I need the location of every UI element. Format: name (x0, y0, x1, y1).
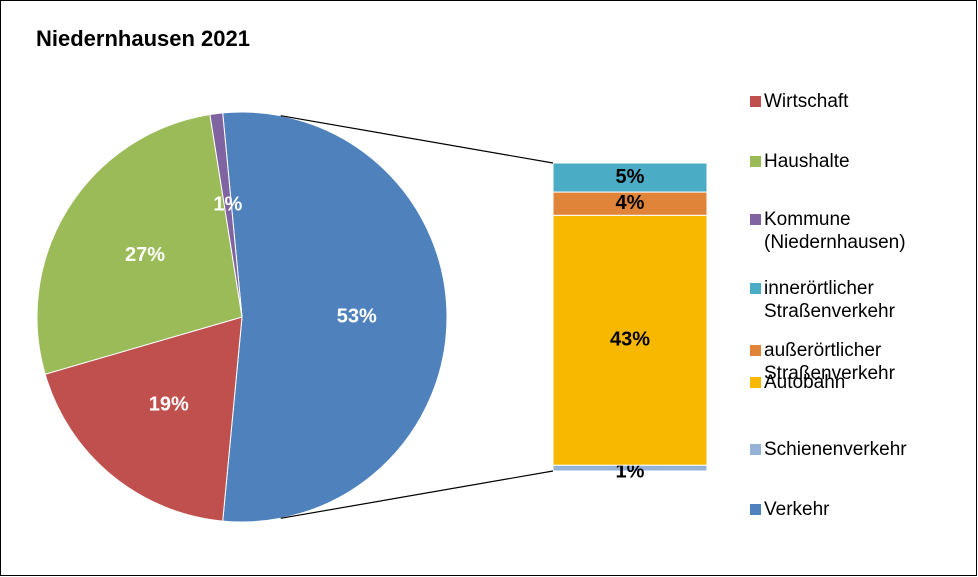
legend-swatch (750, 377, 761, 388)
legend-label: innerörtlicher Straßenverkehr (764, 278, 895, 322)
pie-slice (222, 111, 448, 523)
legend-label: Wirtschaft (764, 91, 849, 112)
legend-swatch (750, 283, 761, 294)
legend-label: Verkehr (764, 499, 830, 520)
legend-swatch (750, 96, 761, 107)
chart-title: Niedernhausen 2021 (36, 26, 250, 51)
data-label: 53% (337, 305, 377, 327)
legend-swatch (750, 214, 761, 225)
connector-line (280, 115, 554, 164)
legend-swatch (750, 504, 761, 515)
pie-slice (44, 316, 243, 522)
legend-swatch (750, 444, 761, 455)
bar-segment (552, 162, 708, 193)
data-label: 19% (149, 394, 189, 416)
legend-swatch (750, 156, 761, 167)
data-label: 1% (213, 193, 242, 215)
legend-label: außerörtlicher Straßenverkehr (764, 340, 895, 384)
connector-line (280, 470, 554, 519)
legend-swatch (750, 345, 761, 356)
legend-label: Kommune (Niedernhausen) (764, 209, 906, 253)
legend-label: Autobahn (764, 372, 846, 393)
legend-label: Haushalte (764, 151, 850, 172)
data-label: 1% (616, 460, 645, 482)
pie-slice (209, 112, 243, 318)
data-label: 5% (616, 166, 645, 188)
data-label: 27% (125, 244, 165, 266)
legend-label: Schienenverkehr (764, 439, 907, 460)
pie-slice (36, 113, 243, 375)
data-label: 4% (616, 192, 645, 214)
data-label: 43% (610, 329, 650, 351)
